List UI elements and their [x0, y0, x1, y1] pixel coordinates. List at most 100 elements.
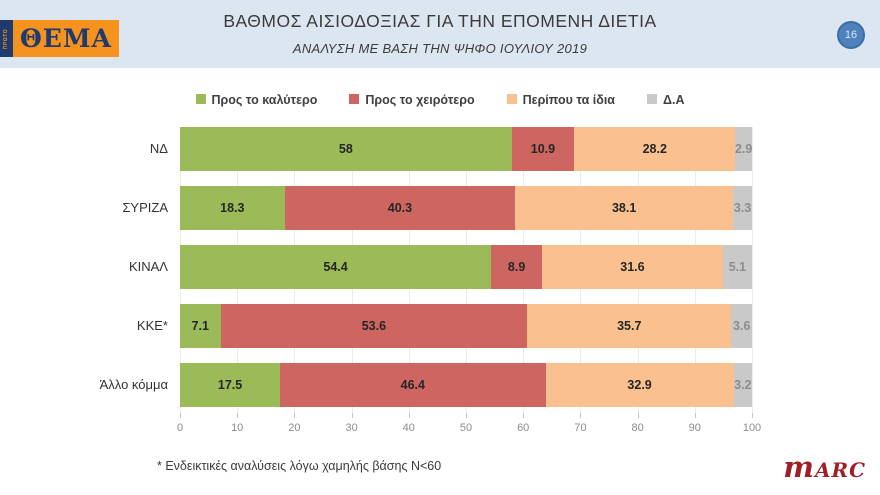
segment-value-label: 7.1	[191, 319, 209, 333]
axis-tick-label: 40	[402, 422, 415, 434]
marc-logo: marc	[783, 450, 866, 484]
logo-vertical-text: ΠΡΩΤΟ	[3, 28, 10, 49]
bar-segment: 3.6	[731, 304, 752, 348]
bar-segment: 10.9	[511, 127, 575, 171]
bar-segment: 2.9	[735, 127, 752, 171]
category-label: Άλλο κόμμα	[99, 377, 168, 392]
segment-value-label: 46.4	[400, 378, 425, 392]
legend-label: Δ.Α	[662, 93, 685, 107]
segment-value-label: 3.3	[733, 201, 752, 215]
category-label: ΣΥΡΙΖΑ	[122, 200, 168, 215]
legend-item: Δ.Α	[646, 93, 685, 107]
axis-tick	[637, 413, 639, 418]
segment-value-label: 35.7	[617, 319, 642, 333]
segment-value-label: 17.5	[217, 378, 243, 392]
axis-tick-label: 0	[176, 422, 184, 434]
axis-tick	[237, 413, 239, 418]
bar-segment: 38.1	[515, 186, 734, 230]
legend-swatch	[349, 94, 360, 104]
axis-tick-label: 90	[688, 422, 701, 434]
segment-value-label: 40.3	[387, 201, 413, 215]
page-number-badge: 16	[837, 21, 865, 49]
bar-segment: 7.1	[180, 304, 221, 348]
bar-segment: 28.2	[574, 127, 736, 171]
legend-label: Προς το καλύτερο	[211, 93, 318, 107]
segment-value-label: 28.2	[642, 142, 667, 156]
axis-tick-label: 100	[742, 422, 762, 434]
page-subtitle: ΑΝΑΛΥΣΗ ΜΕ ΒΑΣΗ ΤΗΝ ΨΗΦΟ ΙΟΥΛΙΟΥ 2019	[292, 41, 588, 56]
axis-tick	[580, 413, 582, 418]
marc-logo-m: m	[783, 450, 815, 484]
axis-tick	[752, 413, 753, 418]
bar-row: ΚΙΝΑΛ 54.4 8.9 31.6 5.1	[129, 245, 752, 289]
segment-value-label: 3.6	[732, 319, 751, 333]
legend-swatch	[646, 94, 657, 104]
gridline	[752, 127, 753, 413]
bar-row: ΣΥΡΙΖΑ 18.3 40.3 38.1 3.3	[122, 186, 752, 230]
header-band: ΒΑΘΜΟΣ ΑΙΣΙΟΔΟΞΙΑΣ ΓΙΑ ΤΗΝ ΕΠΟΜΕΝΗ ΔΙΕΤΙ…	[0, 0, 880, 68]
bar-segment: 46.4	[280, 363, 546, 407]
axis-tick-label: 10	[231, 422, 244, 434]
segment-value-label: 10.9	[530, 142, 556, 156]
bar-segment: 40.3	[284, 186, 516, 230]
legend: Προς το καλύτερο Προς το χειρότερο Περίπου…	[0, 93, 880, 107]
axis-tick	[294, 413, 296, 418]
axis-tick	[351, 413, 353, 418]
segment-value-label: 18.3	[220, 201, 245, 215]
bar-segment: 5.1	[722, 245, 752, 289]
logo-main-text: ΘΕΜΑ	[13, 20, 119, 57]
marc-logo-arc: arc	[814, 450, 866, 484]
page-title: ΒΑΘΜΟΣ ΑΙΣΙΟΔΟΞΙΑΣ ΓΙΑ ΤΗΝ ΕΠΟΜΕΝΗ ΔΙΕΤΙ…	[223, 11, 657, 31]
bar-segment: 18.3	[180, 186, 285, 230]
segment-value-label: 5.1	[728, 260, 747, 274]
axis-tick-label: 20	[288, 422, 301, 434]
title-block: ΒΑΘΜΟΣ ΑΙΣΙΟΔΟΞΙΑΣ ΓΙΑ ΤΗΝ ΕΠΟΜΕΝΗ ΔΙΕΤΙ…	[0, 0, 880, 56]
legend-label: Περίπου τα ίδια	[522, 93, 615, 107]
segment-value-label: 54.4	[323, 260, 348, 274]
axis-tick-label: 80	[631, 422, 644, 434]
axis-tick	[408, 413, 410, 418]
category-label: ΚΙΝΑΛ	[128, 259, 168, 274]
footnote: * Ενδεικτικές αναλύσεις λόγω χαμηλής βάσ…	[157, 459, 442, 473]
legend-item: Προς το χειρότερο	[349, 93, 475, 107]
segment-value-label: 2.9	[734, 142, 753, 156]
axis-tick	[694, 413, 696, 418]
axis-tick	[523, 413, 525, 418]
bar-row: ΚΚΕ* 7.1 53.6 35.7 3.6	[137, 304, 752, 348]
segment-value-label: 58	[338, 142, 353, 156]
proto-thema-logo: ΠΡΩΤΟ ΘΕΜΑ	[0, 20, 119, 57]
bar-segment: 35.7	[527, 304, 732, 348]
legend-swatch	[506, 94, 517, 104]
axis-tick	[180, 413, 181, 418]
axis-tick	[466, 413, 467, 418]
segment-value-label: 38.1	[611, 201, 637, 215]
bar-segment: 3.3	[733, 186, 752, 230]
segment-value-label: 31.6	[620, 260, 645, 274]
category-label: ΝΔ	[149, 141, 168, 156]
segment-value-label: 8.9	[507, 260, 526, 274]
bar-segment: 8.9	[491, 245, 543, 289]
legend-item: Προς το καλύτερο	[195, 93, 318, 107]
segment-value-label: 3.2	[734, 378, 752, 392]
axis-tick-label: 70	[574, 422, 587, 434]
category-label: ΚΚΕ*	[136, 318, 168, 333]
bar-segment: 54.4	[180, 245, 492, 289]
bar-segment: 3.2	[733, 363, 752, 407]
axis-tick-label: 50	[459, 422, 473, 434]
bar-segment: 53.6	[220, 304, 528, 348]
page-number: 16	[844, 29, 858, 41]
bar-row: Άλλο κόμμα 17.5 46.4 32.9 3.2	[100, 363, 752, 407]
bar-segment: 32.9	[545, 363, 734, 407]
bar-row: ΝΔ 58 10.9 28.2 2.9	[150, 127, 752, 171]
plot-area: 0 10 20 30 40 50 60 70 80 90 100 ΝΔ 58 10.9 28.2 2.9 ΣΥΡ…	[100, 127, 761, 434]
legend-label: Προς το χειρότερο	[365, 93, 475, 107]
legend-swatch	[195, 94, 206, 104]
legend-item: Περίπου τα ίδια	[506, 93, 615, 107]
bar-segment: 17.5	[180, 363, 281, 407]
segment-value-label: 32.9	[627, 378, 652, 392]
axis-tick-label: 60	[517, 422, 530, 434]
segment-value-label: 53.6	[361, 319, 387, 333]
bar-segment: 58	[180, 127, 512, 171]
bar-segment: 31.6	[542, 245, 723, 289]
logo-vertical-strip: ΠΡΩΤΟ	[0, 20, 13, 57]
